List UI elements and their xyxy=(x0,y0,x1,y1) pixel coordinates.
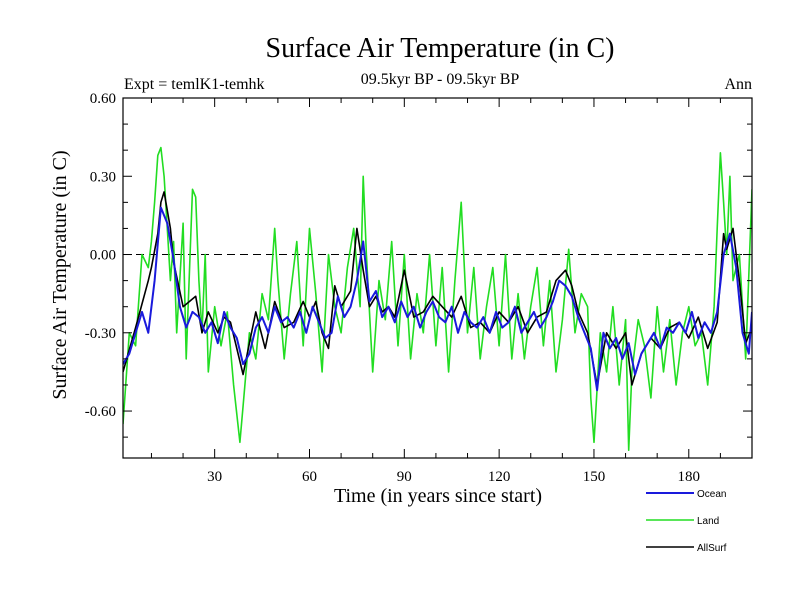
chart-title: Surface Air Temperature (in C) xyxy=(266,33,615,64)
axes: 30 60 90 120 150 180 0.60 0.30 0.00 -0.30 -0.60 xyxy=(85,91,753,485)
period-label: 09.5kyr BP - 09.5kyr BP xyxy=(361,71,520,88)
plot-lines xyxy=(123,146,752,452)
x-tick-label: 120 xyxy=(488,469,511,485)
y-axis-label: Surface Air Temperature (in C) xyxy=(49,150,71,399)
legend-label-land: Land xyxy=(697,516,719,527)
x-tick-label: 150 xyxy=(583,469,606,485)
series-line-land xyxy=(123,146,752,452)
x-tick-label: 30 xyxy=(207,469,222,485)
y-tick-label: -0.30 xyxy=(85,326,116,342)
legend-label-ocean: Ocean xyxy=(697,489,726,500)
x-tick-label: 180 xyxy=(678,469,701,485)
plot-frame xyxy=(122,97,753,459)
x-tick-label: 60 xyxy=(302,469,317,485)
series-line-allsurf xyxy=(123,191,752,386)
season-label: Ann xyxy=(724,76,752,93)
legend-label-allsurf: AllSurf xyxy=(697,543,727,554)
legend: Ocean Land AllSurf xyxy=(646,489,727,554)
y-tick-label: -0.60 xyxy=(85,404,116,420)
experiment-label: Expt = temlK1-temhk xyxy=(124,76,265,93)
y-tick-label: 0.60 xyxy=(90,91,116,107)
y-tick-label: 0.30 xyxy=(90,169,116,185)
series-line-ocean xyxy=(123,206,752,392)
x-tick-label: 90 xyxy=(397,469,412,485)
y-tick-label: 0.00 xyxy=(90,248,116,264)
x-axis-label: Time (in years since start) xyxy=(334,485,542,507)
